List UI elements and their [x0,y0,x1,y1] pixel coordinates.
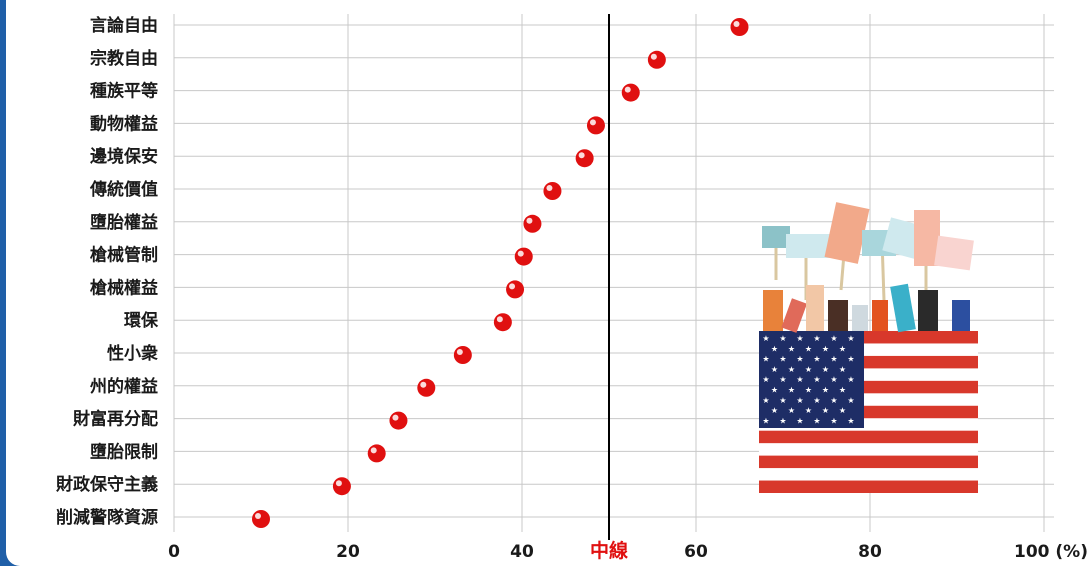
scatter-chart: ★ ★ ★ ★ ★ ★★ ★ ★ ★ ★★ ★ ★ ★ ★ ★★ ★ ★ ★ ★★ ★ ★ ★ ★ ★★ ★ ★ ★ ★★ ★ ★ ★ ★ ★★… [55,14,1087,562]
svg-text:★: ★ [813,334,820,343]
svg-text:★: ★ [788,365,795,374]
svg-text:★: ★ [779,396,786,405]
data-point [575,149,594,168]
svg-text:★: ★ [822,406,829,415]
svg-text:★: ★ [839,386,846,395]
svg-text:★: ★ [771,386,778,395]
category-label: 州的權益 [89,376,158,397]
category-label: 財富再分配 [72,409,158,430]
category-label: 種族平等 [90,81,158,102]
data-point [332,477,351,496]
svg-text:★: ★ [796,396,803,405]
svg-text:★: ★ [788,406,795,415]
svg-text:★: ★ [830,355,837,364]
category-label: 邊境保安 [90,146,158,167]
category-label: 槍械管制 [90,245,158,266]
svg-text:★: ★ [762,375,769,384]
data-point [647,50,666,69]
svg-text:★: ★ [796,375,803,384]
svg-text:★: ★ [830,334,837,343]
category-label: 言論自由 [90,15,158,36]
svg-text:★: ★ [796,334,803,343]
data-point [514,247,533,266]
svg-text:★: ★ [847,334,854,343]
svg-text:★: ★ [822,386,829,395]
midline-label: 中線 [590,539,628,562]
svg-text:★: ★ [847,396,854,405]
svg-text:★: ★ [830,375,837,384]
protest-signs-icon [762,202,974,301]
data-point [417,378,436,397]
svg-text:★: ★ [779,334,786,343]
protest-illustration: ★ ★ ★ ★ ★ ★★ ★ ★ ★ ★★ ★ ★ ★ ★ ★★ ★ ★ ★ ★★ ★ ★ ★ ★ ★★ ★ ★ ★ ★★ ★ ★ ★ ★ ★★… [759,202,978,493]
svg-text:★: ★ [813,355,820,364]
svg-text:★: ★ [788,386,795,395]
svg-text:★: ★ [796,416,803,425]
svg-text:★: ★ [788,344,795,353]
data-point [252,510,270,528]
data-point [523,214,542,233]
svg-text:★: ★ [839,365,846,374]
category-label: 削減警隊資源 [56,507,158,528]
svg-text:★: ★ [839,406,846,415]
svg-text:★: ★ [813,396,820,405]
svg-text:★: ★ [762,416,769,425]
svg-text:★: ★ [805,386,812,395]
svg-text:★: ★ [771,365,778,374]
data-point [730,18,749,36]
svg-text:★: ★ [822,344,829,353]
svg-text:★: ★ [822,365,829,374]
data-point [453,346,472,364]
svg-text:★: ★ [805,365,812,374]
svg-text:★: ★ [805,406,812,415]
category-label: 槍械權益 [90,277,158,298]
svg-text:★: ★ [771,406,778,415]
category-label: 性小衆 [107,343,158,364]
category-label: 墮胎限制 [90,441,158,462]
data-point [506,280,525,299]
x-tick-label: 20 [336,542,360,562]
svg-text:★: ★ [830,416,837,425]
svg-text:★: ★ [779,416,786,425]
svg-text:★: ★ [847,375,854,384]
data-point [389,411,408,430]
category-label: 墮胎權益 [90,212,158,233]
svg-text:★: ★ [813,416,820,425]
x-tick-label: 80 [858,542,882,562]
svg-text:★: ★ [762,396,769,405]
data-point [367,444,386,463]
category-label: 動物權益 [90,113,158,134]
svg-text:★: ★ [847,355,854,364]
x-tick-label: 60 [684,542,708,562]
category-label: 傳統價值 [89,179,158,200]
svg-text:★: ★ [839,344,846,353]
chart-panel: ★ ★ ★ ★ ★ ★ ★ ★ ★ ★ ★ ★ ★ ★ ★ ★ ★ ★ ★ ★ ★ ★ ★ ★ ★ ★ ★ ★ ★ ★ ★ ★ ★ ★ ★ ★ ★ ★ ★ ★… [6,0,1087,566]
svg-text:★: ★ [796,355,803,364]
us-flag-icon: ★ ★ ★ ★ ★ ★★ ★ ★ ★ ★★ ★ ★ ★ ★ ★★ ★ ★ ★ ★★ ★ ★ ★ ★ ★★ ★ ★ ★ ★★ ★ ★ ★ ★ ★★… [759,331,978,493]
svg-text:★: ★ [779,375,786,384]
data-point [543,182,562,200]
category-label: 環保 [124,310,159,331]
x-tick-label: 0 [168,542,180,562]
svg-text:★: ★ [805,344,812,353]
data-point [493,313,512,332]
category-label: 財政保守主義 [55,474,158,495]
svg-text:★: ★ [847,416,854,425]
data-point [621,83,640,102]
x-tick-label: 100 (%) [1014,542,1087,562]
category-label: 宗教自由 [90,48,158,69]
x-tick-label: 40 [510,542,534,562]
svg-text:★: ★ [830,396,837,405]
raised-arms-icon [763,283,970,333]
svg-text:★: ★ [771,344,778,353]
svg-text:★: ★ [779,355,786,364]
svg-text:★: ★ [762,355,769,364]
data-point [586,116,605,135]
svg-text:★: ★ [813,375,820,384]
svg-text:★: ★ [762,334,769,343]
